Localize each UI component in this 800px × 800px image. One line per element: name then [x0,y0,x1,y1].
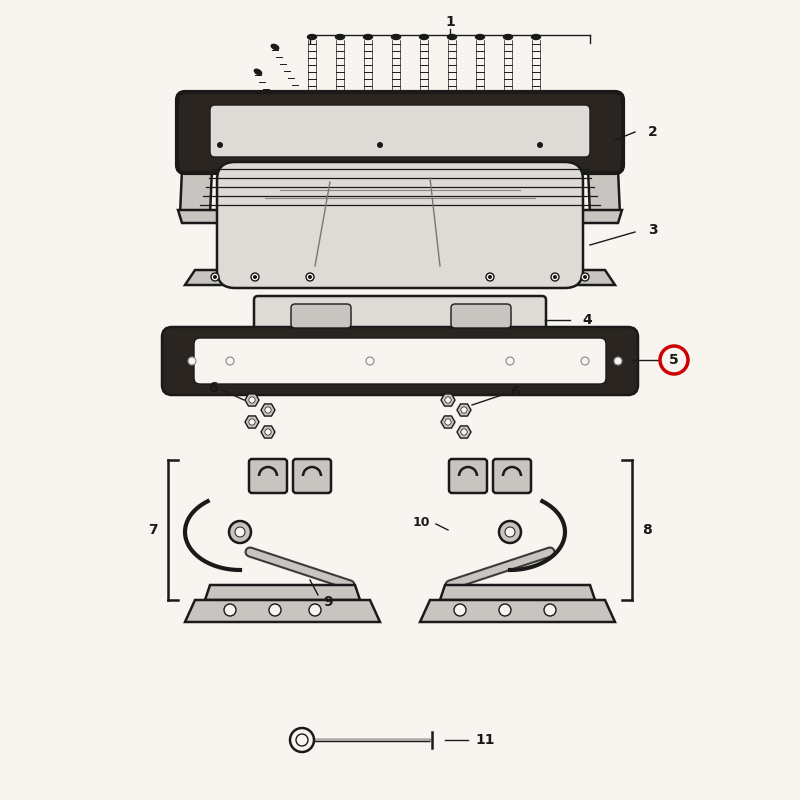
Ellipse shape [503,34,513,39]
Circle shape [235,527,245,537]
FancyBboxPatch shape [291,304,351,328]
Polygon shape [420,600,615,622]
FancyBboxPatch shape [293,459,331,493]
Circle shape [445,419,451,425]
Circle shape [226,357,234,365]
Circle shape [614,357,622,365]
Circle shape [377,142,383,148]
Circle shape [308,275,312,279]
Circle shape [265,407,271,413]
Circle shape [506,357,514,365]
FancyBboxPatch shape [254,296,546,336]
Text: 6: 6 [208,381,218,395]
Ellipse shape [447,34,457,39]
Circle shape [454,604,466,616]
Text: 10: 10 [413,515,430,529]
FancyBboxPatch shape [451,304,511,328]
Text: 1: 1 [445,15,455,29]
Text: 4: 4 [582,313,592,327]
Ellipse shape [475,34,485,39]
Circle shape [229,521,251,543]
Circle shape [486,273,494,281]
Circle shape [306,273,314,281]
FancyBboxPatch shape [217,162,583,288]
FancyBboxPatch shape [449,459,487,493]
Polygon shape [185,600,380,622]
Circle shape [188,357,196,365]
FancyBboxPatch shape [493,459,531,493]
FancyBboxPatch shape [194,338,606,384]
Ellipse shape [419,34,429,39]
Circle shape [581,273,589,281]
Polygon shape [205,585,360,600]
Circle shape [581,273,589,281]
Polygon shape [585,100,620,215]
Ellipse shape [271,44,278,50]
Ellipse shape [391,34,401,39]
Circle shape [544,604,556,616]
Circle shape [213,275,217,279]
Circle shape [251,273,259,281]
Circle shape [488,275,492,279]
Circle shape [217,142,223,148]
Polygon shape [180,100,215,215]
Text: 3: 3 [648,223,658,237]
Circle shape [581,357,589,365]
Text: 7: 7 [148,523,158,537]
Ellipse shape [307,34,317,39]
Text: 2: 2 [648,125,658,139]
Ellipse shape [254,70,262,74]
Text: 11: 11 [475,733,494,747]
FancyBboxPatch shape [177,92,623,173]
Text: 9: 9 [323,595,333,609]
Circle shape [505,527,515,537]
Circle shape [551,273,559,281]
Circle shape [499,521,521,543]
Circle shape [290,728,314,752]
Circle shape [249,397,255,403]
Circle shape [249,419,255,425]
Polygon shape [178,210,622,223]
Circle shape [445,397,451,403]
FancyBboxPatch shape [210,105,590,157]
Circle shape [296,734,308,746]
Circle shape [269,604,281,616]
Text: 6: 6 [510,385,520,399]
Text: 8: 8 [642,523,652,537]
Circle shape [306,273,314,281]
Circle shape [553,275,557,279]
Circle shape [461,407,467,413]
Circle shape [583,275,587,279]
FancyBboxPatch shape [162,327,638,395]
Circle shape [551,273,559,281]
Circle shape [224,604,236,616]
Circle shape [211,273,219,281]
Ellipse shape [531,34,541,39]
FancyBboxPatch shape [249,459,287,493]
Circle shape [251,273,259,281]
Circle shape [253,275,257,279]
Polygon shape [185,270,615,285]
Polygon shape [440,585,595,600]
Ellipse shape [363,34,373,39]
Circle shape [537,142,543,148]
Circle shape [309,604,321,616]
Ellipse shape [335,34,345,39]
Circle shape [461,429,467,435]
Circle shape [499,604,511,616]
Circle shape [366,357,374,365]
Circle shape [211,273,219,281]
Text: 5: 5 [669,353,679,367]
Circle shape [265,429,271,435]
Circle shape [486,273,494,281]
